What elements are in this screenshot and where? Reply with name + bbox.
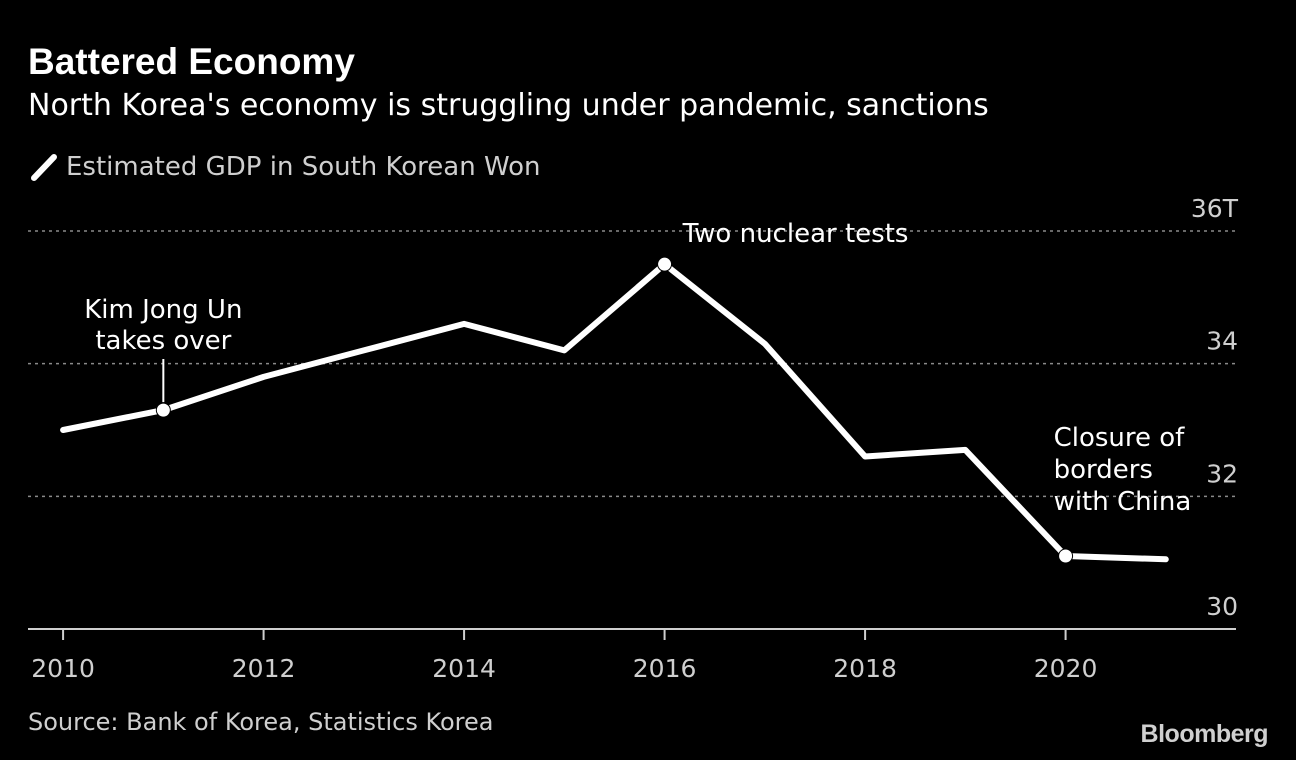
x-tick-label: 2016 <box>633 654 697 683</box>
y-tick-label: 34 <box>1206 327 1238 356</box>
y-tick-label: 36T <box>1191 194 1239 223</box>
bloomberg-logo: Bloomberg <box>1140 720 1269 748</box>
x-tick-label: 2014 <box>432 654 496 683</box>
annotation-text: borders <box>1054 455 1153 485</box>
page-subtitle: North Korea's economy is struggling unde… <box>28 88 989 123</box>
legend-swatch-line-icon <box>30 152 58 182</box>
y-tick-label: 32 <box>1206 459 1238 488</box>
legend-label: Estimated GDP in South Korean Won <box>66 152 541 182</box>
annotation-text: Kim Jong Un <box>84 295 242 325</box>
series-line-gdp <box>60 261 1169 563</box>
legend: Estimated GDP in South Korean Won <box>30 150 541 184</box>
x-tick-label: 2018 <box>833 654 897 683</box>
point-layer <box>155 256 1074 564</box>
x-tick-label: 2020 <box>1034 654 1098 683</box>
annotation-text: Two nuclear tests <box>682 219 909 249</box>
grid-layer <box>28 230 1236 498</box>
annotation-text: Closure of <box>1054 423 1186 453</box>
axis-layer: 30 32 34 36T 2010 2012 2014 2016 2018 2020 <box>28 194 1239 683</box>
x-tick-label: 2010 <box>31 654 95 683</box>
annotation-point <box>1058 548 1074 564</box>
x-tick-label: 2012 <box>232 654 296 683</box>
y-tick-label: 30 <box>1206 592 1238 621</box>
source-note: Source: Bank of Korea, Statistics Korea <box>28 708 494 736</box>
series-layer <box>60 261 1169 563</box>
annotation-point <box>657 256 673 272</box>
annotation-text: with China <box>1054 487 1192 517</box>
annotation-text: takes over <box>95 326 231 356</box>
annotation-point <box>155 402 171 418</box>
page-title: Battered Economy <box>28 41 355 82</box>
